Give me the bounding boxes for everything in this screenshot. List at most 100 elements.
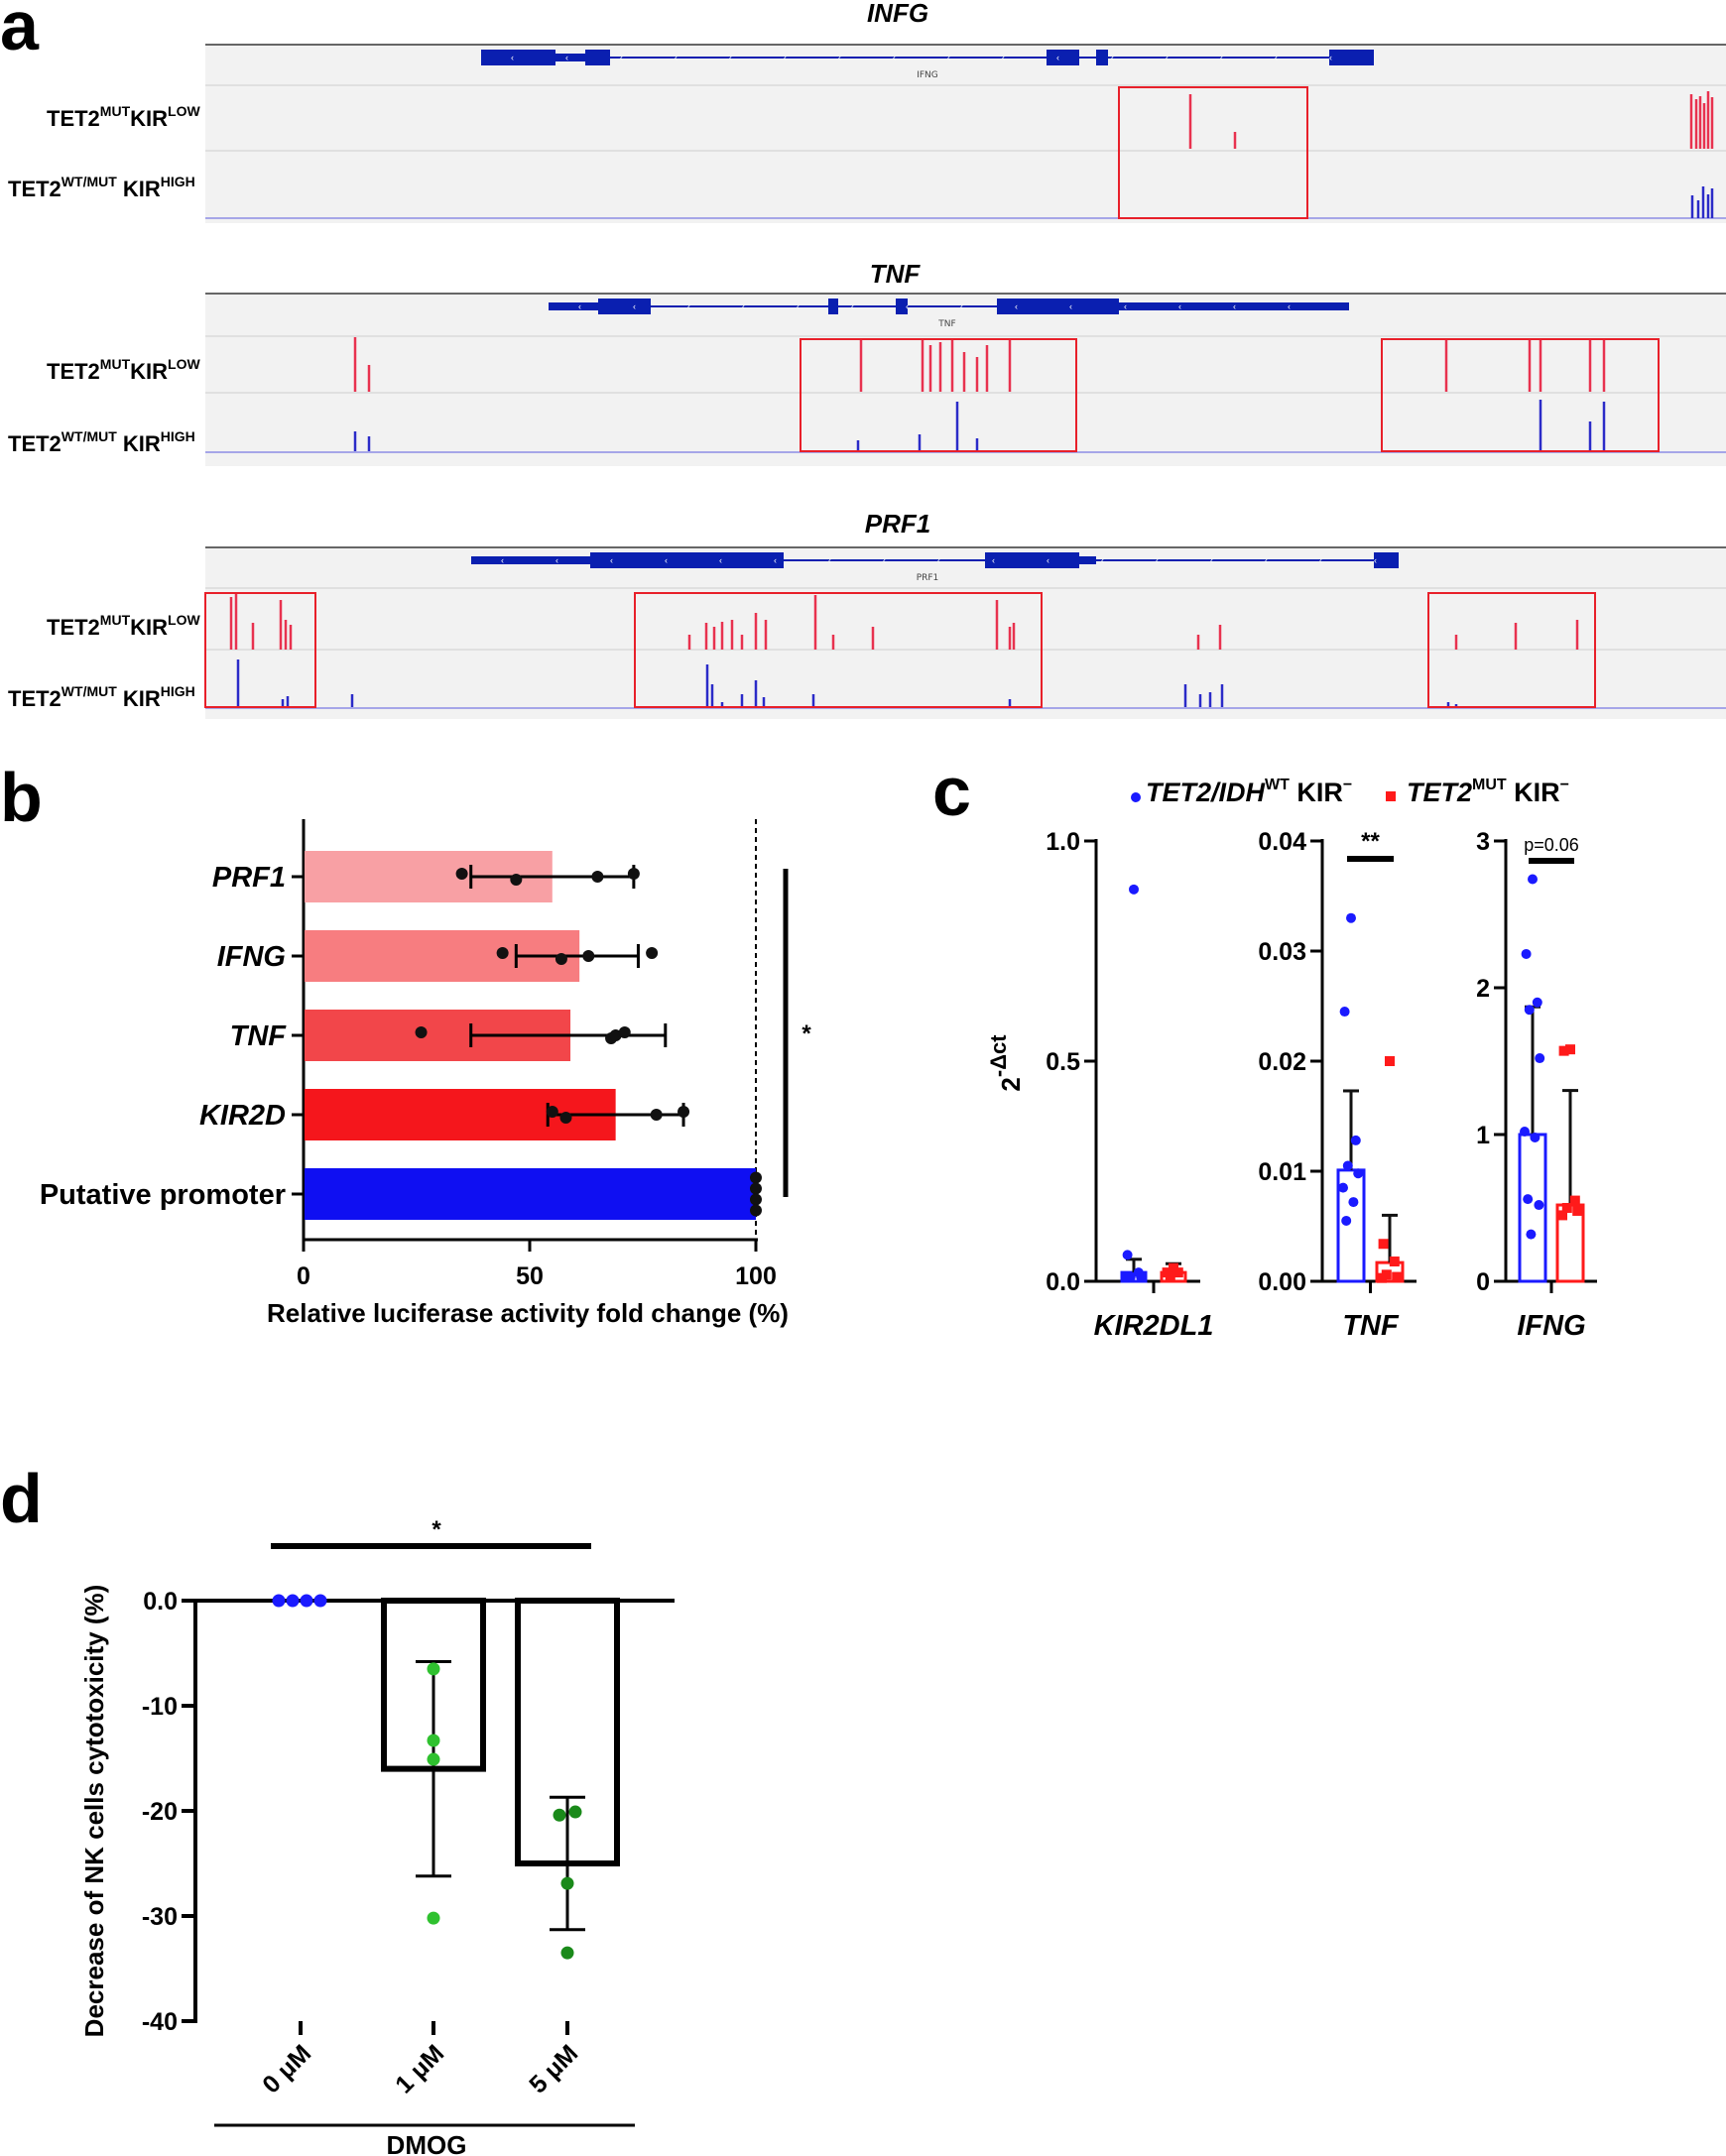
gene-strand-arrow: ‹ bbox=[1002, 53, 1005, 62]
data-point-wt bbox=[1136, 1271, 1147, 1282]
data-point-mut bbox=[1557, 1210, 1567, 1221]
gene-strand-arrow: ‹ bbox=[828, 555, 831, 565]
gene-strand-arrow: ‹ bbox=[1069, 301, 1072, 311]
gene-exon bbox=[590, 552, 784, 568]
data-point-wt bbox=[1520, 1127, 1530, 1138]
y-tick-label: -30 bbox=[142, 1903, 178, 1931]
genome-track-infg: ‹ ‹ ‹ ‹ ‹ ‹ ‹ ‹ ‹ ‹ ‹ ‹ ‹ ‹ ‹ ‹ IFNG bbox=[205, 44, 1726, 223]
data-point-wt bbox=[1534, 1200, 1544, 1211]
legend-marker-wt bbox=[1131, 792, 1141, 802]
y-tick-label: 3 bbox=[1476, 828, 1490, 856]
gene-strand-arrow: ‹ bbox=[906, 301, 909, 311]
gene-exon bbox=[1096, 50, 1108, 65]
gene-title-infg: INFG bbox=[867, 0, 928, 28]
gene-strand-arrow: ‹ bbox=[947, 53, 950, 62]
significance-label: * bbox=[432, 1516, 441, 1543]
data-point bbox=[582, 950, 595, 962]
gene-title-tnf: TNF bbox=[870, 259, 922, 289]
x-tick-label: 0 bbox=[297, 1262, 310, 1290]
gene-strand-arrow: ‹ bbox=[1374, 555, 1377, 565]
data-point bbox=[313, 1594, 327, 1608]
track-label-high-1: TET2WT/MUT KIRHIGH bbox=[8, 174, 195, 201]
x-category-label: 0 μM bbox=[257, 2039, 316, 2098]
genome-track-prf1: ‹ ‹ ‹ ‹ ‹ ‹ ‹ ‹ ‹ ‹ ‹ ‹ ‹ ‹ ‹ ‹ ‹ PRF1 bbox=[204, 546, 1726, 719]
gene-utr bbox=[1119, 302, 1349, 310]
x-tick-label: 100 bbox=[735, 1262, 777, 1290]
subplot-kir2dl1: 0.0 0.5 1.0 KIR2DL1 bbox=[1046, 828, 1213, 1342]
data-point-wt bbox=[1121, 1271, 1131, 1282]
bar bbox=[305, 1168, 756, 1220]
gene-strand-arrow: ‹ bbox=[1124, 301, 1127, 311]
track-label-low-1: TET2MUTKIRLOW bbox=[47, 103, 200, 131]
data-point-mut bbox=[1385, 1056, 1395, 1066]
data-point bbox=[427, 1734, 440, 1747]
data-point bbox=[678, 1106, 690, 1118]
gene-strand-arrow: ‹ bbox=[1210, 555, 1213, 565]
y-tick-label: -10 bbox=[142, 1693, 178, 1721]
x-category-label: IFNG bbox=[1517, 1310, 1585, 1342]
y-axis-title: 2-Δct bbox=[986, 1034, 1026, 1092]
gene-small-label: IFNG bbox=[917, 70, 938, 80]
gene-exon bbox=[481, 50, 555, 65]
y-tick-label: 1 bbox=[1476, 1122, 1490, 1149]
data-point-wt bbox=[1530, 1132, 1541, 1142]
highlight-region-box bbox=[634, 592, 1043, 708]
y-tick-label: 0.0 bbox=[143, 1588, 178, 1616]
gene-strand-arrow: ‹ bbox=[1178, 301, 1181, 311]
legend-name: TET2/IDH bbox=[1146, 778, 1266, 807]
gene-strand-arrow: ‹ bbox=[1015, 301, 1018, 311]
gene-small-label: TNF bbox=[937, 319, 955, 329]
data-point bbox=[750, 1204, 762, 1217]
highlight-region-box bbox=[1118, 86, 1308, 219]
gene-strand-arrow: ‹ bbox=[729, 53, 732, 62]
gene-strand-arrow: ‹ bbox=[1156, 555, 1159, 565]
x-category-label: 1 μM bbox=[390, 2039, 449, 2098]
y-tick-label: 0.0 bbox=[1046, 1268, 1080, 1296]
data-point bbox=[510, 874, 523, 886]
y-tick-label: 0.04 bbox=[1258, 828, 1306, 856]
gene-strand-arrow: ‹ bbox=[893, 53, 896, 62]
data-point bbox=[560, 1946, 574, 1960]
data-point bbox=[627, 868, 640, 880]
category-label: KIR2D bbox=[199, 1100, 286, 1132]
data-point-wt bbox=[1348, 1197, 1359, 1208]
legend-sup: − bbox=[1343, 777, 1352, 793]
data-point bbox=[560, 1876, 574, 1890]
y-axis-title-base: 2 bbox=[996, 1077, 1026, 1091]
y-tick-label: 2 bbox=[1476, 975, 1490, 1003]
gene-exon bbox=[585, 50, 610, 65]
data-point-wt bbox=[1122, 1250, 1133, 1260]
data-point-wt bbox=[1350, 1135, 1361, 1145]
gene-strand-arrow: ‹ bbox=[1265, 555, 1268, 565]
gene-strand-arrow: ‹ bbox=[883, 555, 886, 565]
track-label-low-2: TET2MUTKIRLOW bbox=[47, 356, 200, 384]
data-point bbox=[591, 871, 604, 883]
data-point-wt bbox=[1526, 1229, 1537, 1240]
gene-exon bbox=[1374, 552, 1399, 568]
data-point-wt bbox=[1524, 1005, 1535, 1016]
gene-strand-arrow: ‹ bbox=[742, 301, 745, 311]
data-point bbox=[415, 1026, 428, 1038]
data-point bbox=[750, 1182, 762, 1195]
legend-sup: WT bbox=[1265, 777, 1290, 793]
gene-exon bbox=[1329, 50, 1374, 65]
gene-strand-arrow: ‹ bbox=[1329, 53, 1332, 62]
gene-strand-arrow: ‹ bbox=[501, 555, 504, 565]
panel-b-letter: b bbox=[0, 759, 43, 836]
x-category-label: TNF bbox=[1342, 1310, 1400, 1342]
gene-strand-arrow: ‹ bbox=[797, 301, 800, 311]
data-point bbox=[546, 1106, 558, 1118]
x-category-label: KIR2DL1 bbox=[1094, 1310, 1214, 1342]
highlight-region-box bbox=[1427, 592, 1596, 708]
luciferase-bar-chart: 0 50 100 Relative luciferase activity fold … bbox=[40, 819, 811, 1328]
data-point-wt bbox=[1532, 997, 1542, 1008]
gene-utr bbox=[1079, 556, 1096, 564]
legend-suffix: KIR bbox=[1290, 778, 1343, 807]
group-label: DMOG bbox=[387, 2130, 467, 2156]
gene-strand-arrow: ‹ bbox=[1166, 53, 1169, 62]
gene-exon bbox=[997, 299, 1119, 314]
gene-utr bbox=[471, 556, 590, 564]
track-background bbox=[205, 547, 1726, 719]
gene-strand-arrow: ‹ bbox=[937, 555, 940, 565]
